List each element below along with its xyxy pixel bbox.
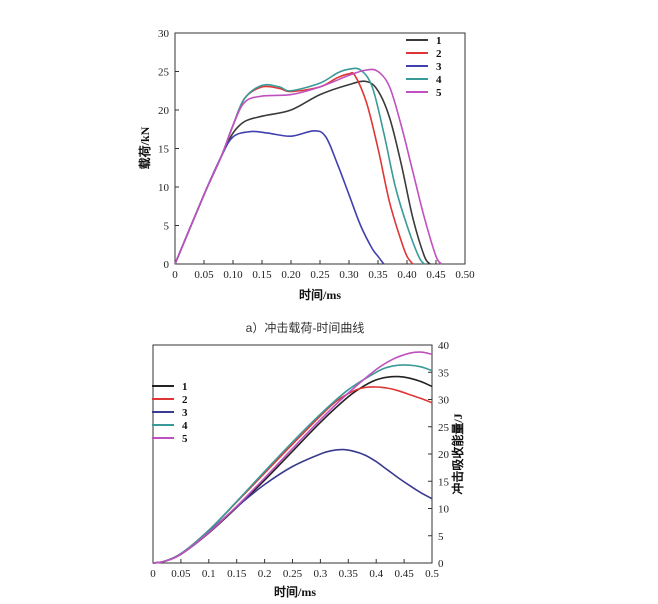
legend-label-3: 3: [436, 61, 442, 73]
legend-label-1: 1: [182, 381, 188, 393]
x-tick-label: 0.50: [455, 269, 475, 281]
y-tick-label: 40: [438, 340, 450, 352]
y-tick-label: 5: [164, 221, 170, 233]
x-tick-label: 0.35: [339, 568, 359, 580]
chart-b-ylabel: 冲击吸收能量/J: [450, 413, 465, 494]
series-line-5: [174, 68, 443, 265]
series-line-3: [152, 448, 433, 564]
y-tick-label: 25: [158, 67, 170, 79]
x-tick-label: 0.05: [171, 568, 191, 580]
y-tick-label: 0: [164, 259, 170, 271]
x-tick-label: 0.20: [281, 269, 301, 281]
x-tick-label: 0.15: [252, 269, 272, 281]
legend-label-1: 1: [436, 35, 442, 47]
y-tick-label: 30: [438, 395, 450, 407]
x-tick-label: 0.05: [194, 269, 214, 281]
x-tick-label: 0: [150, 568, 156, 580]
chart-a-ticks: 0 0.05 0.10 0.15 0.20 0.25 0.30 0.35 0.40 0.45 0.5…: [158, 28, 475, 281]
y-tick-label: 10: [438, 504, 450, 516]
series-line-5: [152, 351, 433, 564]
x-tick-label: 0.10: [223, 269, 243, 281]
series-line-2: [152, 386, 433, 564]
y-tick-label: 20: [158, 105, 170, 117]
chart-b-plot-frame: [152, 344, 433, 564]
legend-label-2: 2: [182, 394, 188, 406]
y-tick-label: 30: [158, 28, 170, 40]
x-tick-label: 0.25: [310, 269, 330, 281]
chart-b-ticks: 0 0.05 0.1 0.15 0.2 0.25 0.3 0.35 0.4 0.45 0.50510…: [150, 340, 449, 580]
x-tick-label: 0.45: [426, 269, 446, 281]
chart-a-ylabel: 载荷/kN: [137, 126, 152, 169]
series-line-1: [152, 375, 433, 564]
load-time-chart: 0 0.05 0.10 0.15 0.20 0.25 0.30 0.35 0.40 0.45 0.5…: [137, 28, 475, 302]
chart-a-plot-frame: [174, 32, 466, 265]
chart-a-xlabel: 时间/ms: [299, 287, 341, 302]
y-tick-label: 0: [438, 558, 444, 570]
legend-label-4: 4: [436, 74, 442, 86]
x-tick-label: 0.25: [283, 568, 303, 580]
y-tick-label: 15: [158, 144, 170, 156]
x-tick-label: 0.35: [368, 269, 388, 281]
x-tick-label: 0.4: [369, 568, 383, 580]
legend-label-5: 5: [436, 87, 442, 99]
chart-a-series: [174, 67, 443, 265]
x-tick-label: 0.40: [397, 269, 417, 281]
chart-a-caption: a）冲击载荷-时间曲线: [246, 320, 365, 335]
impact-energy-chart: 0 0.05 0.1 0.15 0.2 0.25 0.3 0.35 0.4 0.45 0.50510…: [150, 340, 465, 599]
x-tick-label: 0.2: [258, 568, 272, 580]
y-tick-label: 15: [438, 476, 450, 488]
x-tick-label: 0.1: [202, 568, 216, 580]
series-line-4: [174, 67, 426, 265]
series-line-4: [152, 364, 433, 564]
x-tick-label: 0: [172, 269, 178, 281]
y-tick-label: 10: [158, 182, 170, 194]
y-tick-label: 35: [438, 367, 450, 379]
y-tick-label: 20: [438, 449, 450, 461]
x-tick-label: 0.45: [394, 568, 414, 580]
legend-label-3: 3: [182, 407, 188, 419]
x-tick-label: 0.30: [339, 269, 359, 281]
legend-label-5: 5: [182, 433, 188, 445]
legend-label-4: 4: [182, 420, 188, 432]
y-tick-label: 25: [438, 422, 450, 434]
y-tick-label: 5: [438, 531, 444, 543]
series-line-3: [174, 129, 385, 265]
x-tick-label: 0.5: [425, 568, 439, 580]
chart-b-series: [152, 351, 433, 564]
legend-label-2: 2: [436, 48, 442, 60]
x-tick-label: 0.3: [314, 568, 328, 580]
x-tick-label: 0.15: [227, 568, 247, 580]
chart-b-xlabel: 时间/ms: [274, 584, 316, 599]
